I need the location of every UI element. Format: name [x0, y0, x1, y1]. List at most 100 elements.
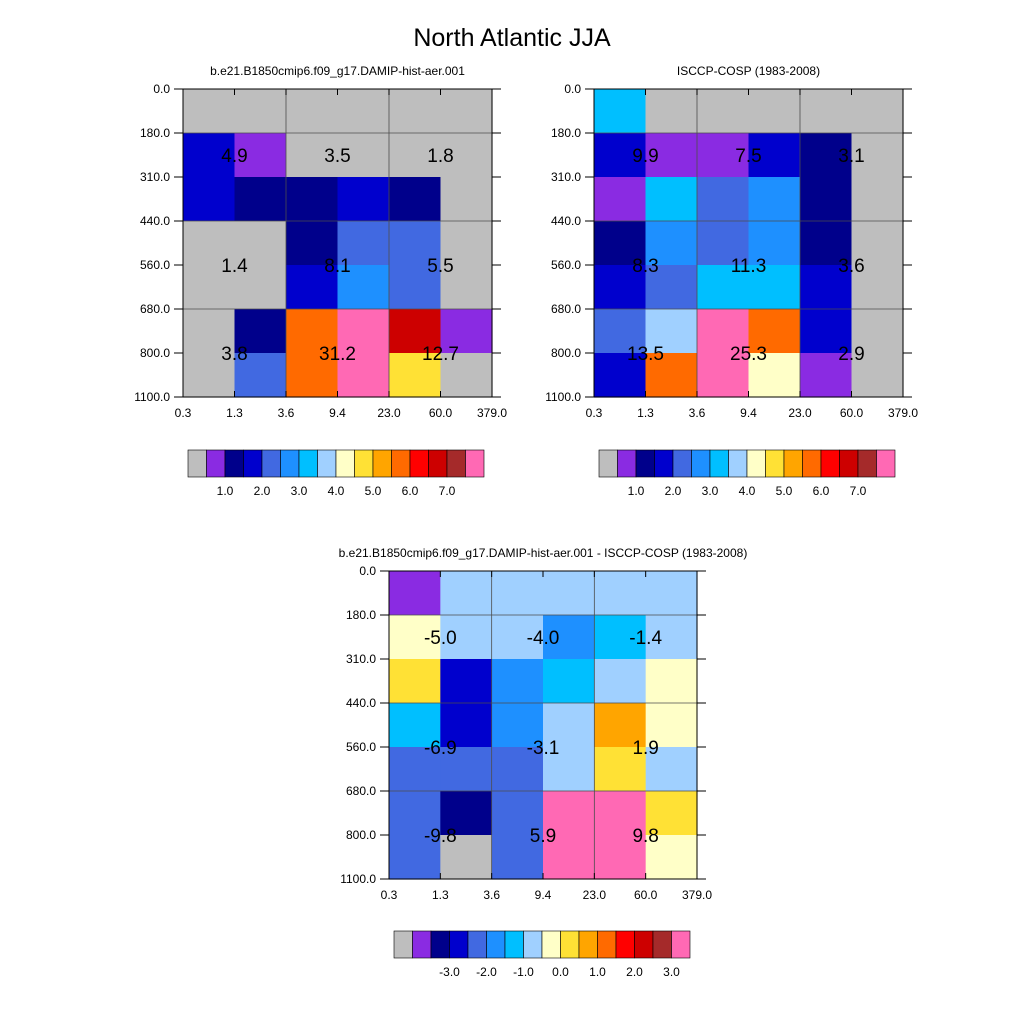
cell-value-label: 9.8: [632, 826, 658, 847]
colorbar-box: [187, 449, 207, 478]
x-tick-label: 1.3: [637, 406, 654, 420]
heatmap-cell: [645, 747, 698, 792]
colorbar-label: 1.0: [217, 484, 234, 498]
y-tick-label: 440.0: [346, 696, 376, 710]
colorbar-box: [298, 449, 318, 478]
heatmap-cell: [234, 89, 287, 134]
colorbar-label: 3.0: [291, 484, 308, 498]
heatmap-cell: [491, 791, 544, 836]
colorbar-box: [597, 930, 617, 959]
cell-value-label: 25.3: [730, 344, 767, 365]
panel-title: b.e21.B1850cmip6.f09_g17.DAMIP-hist-aer.…: [210, 64, 465, 78]
y-tick-label: 310.0: [140, 170, 170, 184]
heatmap-cell: [440, 353, 493, 398]
colorbar-label: 0.0: [552, 965, 569, 979]
cell-value-label: 1.4: [221, 256, 248, 277]
colorbar-box: [467, 930, 487, 959]
cell-value-label: 9.9: [632, 146, 658, 167]
y-tick-label: 180.0: [346, 608, 376, 622]
heatmap-cell: [594, 89, 647, 134]
cell-value-label: 2.9: [838, 344, 864, 365]
heatmap-cell: [594, 615, 647, 660]
colorbar-label: 7.0: [439, 484, 456, 498]
heatmap-cell: [286, 133, 339, 178]
colorbar-label: 2.0: [665, 484, 682, 498]
colorbar-box: [243, 449, 263, 478]
colorbar-label: 1.0: [628, 484, 645, 498]
colorbar-box: [430, 930, 450, 959]
heatmap-cell: [645, 265, 698, 310]
colorbar-label: 3.0: [663, 965, 680, 979]
colorbar-box: [857, 449, 877, 478]
heatmap-cell: [183, 221, 236, 266]
heatmap-cell: [389, 309, 442, 354]
heatmap-cell: [440, 747, 493, 792]
x-tick-label: 3.6: [689, 406, 706, 420]
colorbar-box: [224, 449, 244, 478]
heatmap-cell: [543, 615, 595, 660]
cell-value-label: 31.2: [319, 344, 356, 365]
colorbar-box: [802, 449, 822, 478]
colorbar-box: [671, 930, 691, 959]
cell-value-label: 11.3: [731, 256, 767, 277]
cell-value-label: 13.5: [627, 344, 664, 365]
heatmap-cell: [389, 615, 441, 660]
x-tick-label: 379.0: [682, 888, 712, 902]
heatmap-cell: [337, 133, 390, 178]
colorbar-box: [449, 930, 469, 959]
heatmap-cell: [440, 835, 493, 880]
colorbar-box: [428, 449, 448, 478]
colorbar-box: [280, 449, 300, 478]
colorbar: 1.0 2.0 3.0 4.0 5.0 6.0 7.0: [187, 449, 485, 498]
heatmap-cell: [645, 615, 698, 660]
x-tick-label: 1.3: [226, 406, 243, 420]
heatmap-cell: [491, 571, 544, 616]
heatmap-cell: [440, 309, 493, 354]
x-tick-label: 0.3: [381, 888, 398, 902]
y-tick-label: 560.0: [551, 258, 581, 272]
heatmap-cell: [748, 265, 801, 310]
heatmap-cell: [594, 703, 647, 748]
x-tick-label: 9.4: [740, 406, 757, 420]
colorbar-box: [372, 449, 392, 478]
heatmap-cell: [800, 133, 853, 178]
heatmap-cell: [337, 221, 390, 266]
colorbar-label: 6.0: [402, 484, 419, 498]
colorbar-box: [486, 930, 506, 959]
x-tick-label: 23.0: [788, 406, 812, 420]
heatmap-cell: [594, 309, 647, 354]
heatmap-cell: [183, 265, 236, 310]
x-tick-label: 1.3: [432, 888, 449, 902]
heatmap-cell: [645, 353, 698, 398]
colorbar-box: [672, 449, 692, 478]
colorbar-box: [691, 449, 711, 478]
colorbar-box: [446, 449, 466, 478]
heatmap-cell: [337, 89, 390, 134]
heatmap-cell: [440, 791, 493, 836]
heatmap-cell: [286, 221, 339, 266]
colorbar-box: [354, 449, 374, 478]
heatmap-cell: [645, 791, 698, 836]
cell-value-label: 1.8: [427, 146, 453, 167]
heatmap-cell: [389, 177, 442, 222]
colorbar-box: [839, 449, 859, 478]
heatmap-cell: [337, 353, 390, 398]
heatmap-cell: [440, 703, 493, 748]
heatmap-cell: [748, 133, 801, 178]
colorbar-box: [412, 930, 432, 959]
heatmap-cell: [337, 265, 390, 310]
heatmap-cell: [697, 177, 750, 222]
colorbar-box: [541, 930, 561, 959]
heatmap-cell: [543, 791, 595, 836]
heatmap-cell: [851, 221, 904, 266]
heatmap-cell: [645, 221, 698, 266]
heatmap-cell: [594, 221, 647, 266]
heatmap-cell: [748, 221, 801, 266]
heatmap-cell: [697, 89, 750, 134]
heatmap-cell: [234, 133, 287, 178]
heatmap-cell: [594, 747, 647, 792]
colorbar-box: [504, 930, 524, 959]
colorbar-box: [317, 449, 337, 478]
colorbar-box: [654, 449, 674, 478]
colorbar-box: [578, 930, 598, 959]
